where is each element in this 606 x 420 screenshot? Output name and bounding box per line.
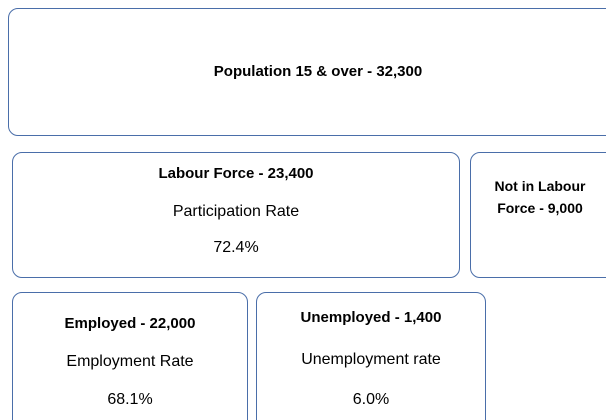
population-box: Population 15 & over - 32,300 <box>8 8 606 136</box>
node-label: Labour Force - 23,400 <box>158 165 314 182</box>
not-in-labour-force-box: Not in Labour Force - 9,000 <box>470 152 606 278</box>
rate-value: 68.1% <box>107 391 153 408</box>
labour-force-box: Labour Force - 23,400 Participation Rate… <box>12 152 460 278</box>
rate-label: Unemployment rate <box>301 351 441 368</box>
node-label: Population 15 & over - 32,300 <box>213 63 423 80</box>
rate-value: 6.0% <box>352 391 390 408</box>
rate-label: Employment Rate <box>66 353 194 370</box>
employed-box: Employed - 22,000 Employment Rate 68.1% <box>12 292 248 420</box>
rate-value: 72.4% <box>213 239 259 256</box>
unemployed-box: Unemployed - 1,400 Unemployment rate 6.0… <box>256 292 486 420</box>
node-label: Employed - 22,000 <box>64 315 196 332</box>
rate-label: Participation Rate <box>172 203 300 220</box>
node-label: Unemployed - 1,400 <box>300 309 442 326</box>
node-label: Not in Labour Force - 9,000 <box>494 178 586 216</box>
